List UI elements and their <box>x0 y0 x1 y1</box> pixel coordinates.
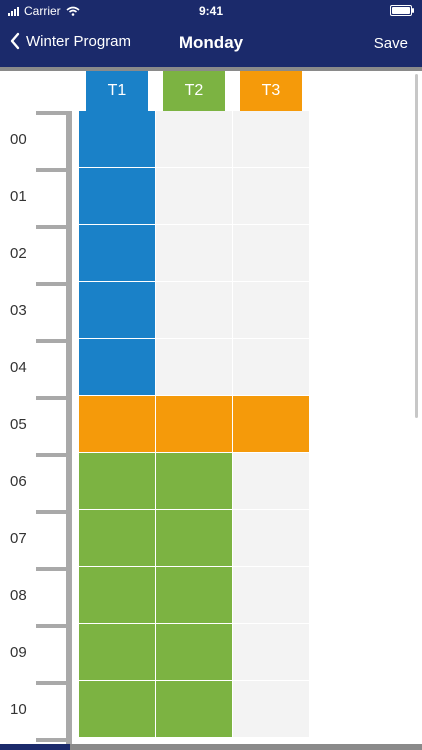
ruler-tick <box>36 567 72 571</box>
ruler-tick <box>36 339 72 343</box>
schedule-cell[interactable] <box>79 339 155 395</box>
ruler-tick <box>36 282 72 286</box>
schedule-cell[interactable] <box>156 624 232 680</box>
schedule-cell[interactable] <box>79 225 155 281</box>
chevron-left-icon <box>10 32 20 50</box>
schedule-cell[interactable] <box>79 624 155 680</box>
ruler-tick <box>36 396 72 400</box>
hour-label: 01 <box>10 188 27 205</box>
battery-icon <box>390 5 414 16</box>
schedule-cell[interactable] <box>79 567 155 623</box>
schedule-cell[interactable] <box>156 453 232 509</box>
schedule-cell[interactable] <box>156 510 232 566</box>
schedule-cell[interactable] <box>79 111 155 167</box>
schedule-cell[interactable] <box>156 339 232 395</box>
schedule-cell[interactable] <box>233 510 309 566</box>
ruler-tick <box>36 168 72 172</box>
schedule-cell[interactable] <box>233 339 309 395</box>
ruler-tick <box>36 225 72 229</box>
scrollbar[interactable] <box>415 74 418 418</box>
hour-label: 07 <box>10 530 27 547</box>
schedule-cell[interactable] <box>79 168 155 224</box>
schedule-cell[interactable] <box>156 282 232 338</box>
header: Carrier 9:41 Winter Program Monday Save <box>0 0 422 70</box>
back-label: Winter Program <box>26 32 132 50</box>
schedule-cell[interactable] <box>233 396 309 452</box>
bottom-edge-divider <box>70 744 422 750</box>
carrier-label: Carrier <box>24 4 61 18</box>
schedule-cell[interactable] <box>233 567 309 623</box>
ruler-tick <box>36 624 72 628</box>
schedule-cell[interactable] <box>233 681 309 737</box>
hour-label: 03 <box>10 302 27 319</box>
hour-label: 04 <box>10 359 27 376</box>
schedule-cell[interactable] <box>156 225 232 281</box>
schedule-cell[interactable] <box>79 681 155 737</box>
schedule-cell[interactable] <box>156 567 232 623</box>
status-time: 9:41 <box>198 4 224 18</box>
schedule-cell[interactable] <box>233 624 309 680</box>
schedule-cell[interactable] <box>79 282 155 338</box>
tab-t3[interactable]: T3 <box>240 71 302 111</box>
schedule-cell[interactable] <box>79 453 155 509</box>
back-button[interactable]: Winter Program <box>10 32 131 50</box>
ruler-tick <box>36 738 72 742</box>
schedule-cell[interactable] <box>156 168 232 224</box>
ruler-tick <box>36 111 72 115</box>
hour-label: 00 <box>10 131 27 148</box>
ruler-tick <box>36 453 72 457</box>
hour-label: 02 <box>10 245 27 262</box>
tab-t2[interactable]: T2 <box>163 71 225 111</box>
ruler-tick <box>36 681 72 685</box>
hour-label: 06 <box>10 473 27 490</box>
status-bar: Carrier 9:41 <box>0 0 422 22</box>
header-divider <box>0 67 422 71</box>
schedule-cell[interactable] <box>233 225 309 281</box>
time-ruler <box>66 111 72 750</box>
save-button[interactable]: Save <box>373 35 408 52</box>
schedule-cell[interactable] <box>156 681 232 737</box>
schedule-cell[interactable] <box>233 168 309 224</box>
nav-bar: Winter Program Monday Save <box>0 26 422 62</box>
hour-label: 09 <box>10 644 27 661</box>
hour-label: 05 <box>10 416 27 433</box>
hour-label: 08 <box>10 587 27 604</box>
hour-label: 10 <box>10 701 27 718</box>
schedule-cell[interactable] <box>233 453 309 509</box>
schedule-cell[interactable] <box>156 111 232 167</box>
tab-t1[interactable]: T1 <box>86 71 148 111</box>
schedule-cell[interactable] <box>79 396 155 452</box>
signal-icon <box>8 6 19 16</box>
status-left: Carrier <box>8 4 80 18</box>
schedule-cell[interactable] <box>233 282 309 338</box>
schedule-cell[interactable] <box>79 510 155 566</box>
wifi-icon <box>66 6 80 16</box>
ruler-tick <box>36 510 72 514</box>
schedule-cell[interactable] <box>156 396 232 452</box>
schedule-cell[interactable] <box>233 111 309 167</box>
